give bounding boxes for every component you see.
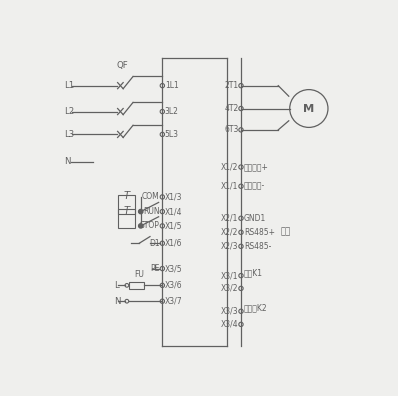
Text: X1/6: X1/6 (165, 239, 182, 248)
Text: 模擬輸出-: 模擬輸出- (244, 182, 265, 191)
Text: 故障K1: 故障K1 (244, 268, 263, 277)
Text: N: N (115, 297, 121, 306)
Text: X1/3: X1/3 (165, 192, 182, 202)
Text: 6T3: 6T3 (224, 126, 238, 134)
Text: X1/1: X1/1 (221, 182, 238, 191)
Text: L2: L2 (64, 107, 74, 116)
Text: X2/3: X2/3 (221, 242, 238, 251)
Text: 1L1: 1L1 (165, 81, 179, 90)
Text: D1: D1 (149, 239, 160, 248)
Text: X1/4: X1/4 (165, 207, 182, 216)
Text: QF: QF (116, 61, 128, 70)
Bar (118, 209, 135, 228)
Text: 2T1: 2T1 (224, 81, 238, 90)
Text: T: T (124, 206, 130, 215)
Text: X3/6: X3/6 (165, 281, 182, 290)
Text: 3L2: 3L2 (165, 107, 179, 116)
Text: 模擬輸出+: 模擬輸出+ (244, 162, 269, 171)
Text: X3/5: X3/5 (165, 264, 182, 273)
Text: X1/2: X1/2 (221, 162, 238, 171)
Text: 4T2: 4T2 (224, 104, 238, 113)
Text: T: T (124, 191, 130, 201)
Text: FU: FU (134, 270, 144, 279)
Text: X3/7: X3/7 (165, 297, 182, 306)
Circle shape (139, 209, 143, 214)
Text: 通訊: 通訊 (281, 228, 291, 237)
Bar (129, 282, 144, 289)
Text: X3/2: X3/2 (221, 284, 238, 293)
Text: L: L (115, 281, 119, 290)
Text: 可編程K2: 可編程K2 (244, 304, 268, 313)
Bar (118, 195, 135, 214)
Text: X1/5: X1/5 (165, 221, 182, 230)
Text: STOP: STOP (140, 221, 160, 230)
Text: M: M (303, 103, 314, 114)
Text: X2/1: X2/1 (221, 214, 238, 223)
Text: X3/1: X3/1 (221, 271, 238, 280)
Text: PE: PE (150, 264, 160, 273)
Text: COM: COM (142, 192, 160, 202)
Text: RUN: RUN (143, 207, 160, 216)
Text: X2/2: X2/2 (221, 228, 238, 237)
Text: X3/3: X3/3 (221, 307, 238, 316)
Text: L3: L3 (64, 130, 74, 139)
Text: RS485-: RS485- (244, 242, 271, 251)
Text: 5L3: 5L3 (165, 130, 179, 139)
Circle shape (139, 224, 143, 228)
Text: X3/4: X3/4 (221, 320, 238, 329)
Text: L1: L1 (64, 81, 74, 90)
Text: N: N (64, 157, 70, 166)
Text: GND1: GND1 (244, 214, 266, 223)
Text: RS485+: RS485+ (244, 228, 275, 237)
